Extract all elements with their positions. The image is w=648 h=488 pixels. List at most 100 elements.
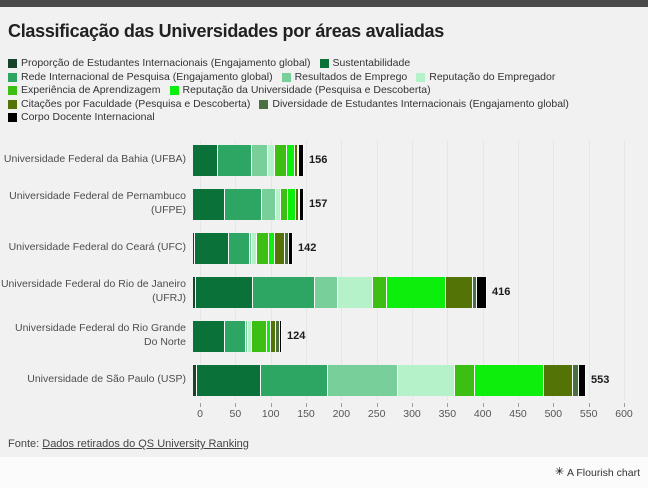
flourish-logo-icon: ✳ bbox=[554, 466, 565, 478]
bar-segment[interactable] bbox=[253, 276, 315, 308]
flourish-attribution-link[interactable]: ✳ A Flourish chart bbox=[555, 467, 640, 479]
axis-tick-mark bbox=[588, 403, 590, 407]
gridline bbox=[376, 140, 378, 400]
bar-segment[interactable] bbox=[373, 276, 387, 308]
legend: Proporção de Estudantes Internacionais (… bbox=[8, 57, 644, 125]
bar-segment[interactable] bbox=[225, 188, 262, 220]
source-link[interactable]: Dados retirados do QS University Ranking bbox=[42, 438, 249, 450]
bar-segment[interactable] bbox=[261, 364, 328, 396]
axis-tick-label: 100 bbox=[261, 408, 280, 420]
gridline bbox=[412, 140, 413, 400]
axis-tick-label: 150 bbox=[297, 408, 315, 420]
bar-segment[interactable] bbox=[387, 276, 446, 308]
bar-segment[interactable] bbox=[338, 276, 373, 308]
bar-segment[interactable] bbox=[475, 364, 544, 396]
gridline bbox=[306, 140, 307, 400]
bar-segment[interactable] bbox=[275, 144, 287, 176]
bar-segment[interactable] bbox=[275, 232, 285, 264]
bar-segment[interactable] bbox=[296, 188, 299, 220]
bar-segment[interactable] bbox=[573, 364, 579, 396]
bar-segment[interactable] bbox=[300, 188, 304, 220]
legend-swatch-icon bbox=[8, 59, 17, 69]
legend-item[interactable]: Reputação do Empregador bbox=[416, 71, 555, 84]
bar-segment[interactable] bbox=[229, 232, 250, 264]
legend-item[interactable]: Experiência de Aprendizagem bbox=[8, 84, 161, 97]
category-label: Universidade Federal do Ceará (UFC) bbox=[8, 241, 186, 254]
axis-tick-mark bbox=[270, 403, 272, 407]
bar-segment[interactable] bbox=[285, 232, 289, 264]
legend-item-label: Sustentabilidade bbox=[332, 57, 411, 70]
bar-segment[interactable] bbox=[473, 276, 477, 308]
bar-segment[interactable] bbox=[446, 276, 473, 308]
axis-tick-mark bbox=[341, 403, 343, 407]
bar-segment[interactable] bbox=[193, 232, 195, 264]
legend-item[interactable]: Diversidade de Estudantes Internacionais… bbox=[259, 98, 569, 111]
bar-segment[interactable] bbox=[267, 320, 271, 352]
bar-segment[interactable] bbox=[196, 276, 253, 308]
legend-swatch-icon bbox=[319, 59, 329, 69]
legend-item[interactable]: Reputação da Universidade (Pesquisa e De… bbox=[169, 84, 431, 97]
bar-segment[interactable] bbox=[299, 188, 300, 220]
legend-swatch-icon bbox=[169, 86, 179, 96]
bar-segment[interactable] bbox=[246, 320, 248, 352]
bar-segment[interactable] bbox=[276, 188, 281, 220]
bar-segment[interactable] bbox=[268, 144, 275, 176]
legend-item[interactable]: Resultados de Emprego bbox=[281, 71, 407, 84]
chart-row: Universidade Federal do Rio Grande Do No… bbox=[0, 314, 648, 358]
legend-item[interactable]: Citações por Faculdade (Pesquisa e Desco… bbox=[8, 98, 250, 111]
bar-segment[interactable] bbox=[218, 144, 252, 176]
bar-segment[interactable] bbox=[257, 232, 269, 264]
legend-swatch-icon bbox=[8, 72, 17, 82]
legend-swatch-icon bbox=[8, 86, 17, 96]
bar-segment[interactable] bbox=[250, 232, 252, 264]
bar-segment[interactable] bbox=[328, 364, 398, 396]
gridline bbox=[235, 140, 237, 400]
bar-segment[interactable] bbox=[579, 364, 586, 396]
bar-segment[interactable] bbox=[289, 232, 293, 264]
bar-segment[interactable] bbox=[315, 276, 338, 308]
category-label: Universidade Federal do Rio Grande Do No… bbox=[14, 322, 186, 348]
bar-segment[interactable] bbox=[276, 320, 280, 352]
chart-row: Universidade Federal de Pernambuco (UFPE… bbox=[0, 182, 648, 226]
bar-segment[interactable] bbox=[197, 364, 261, 396]
bar-segment[interactable] bbox=[252, 232, 257, 264]
bar-segment[interactable] bbox=[193, 276, 196, 308]
bar-segment[interactable] bbox=[295, 144, 298, 176]
bar-segment[interactable] bbox=[299, 144, 304, 176]
stacked-bar: 156 bbox=[193, 144, 648, 176]
bar-segment[interactable] bbox=[298, 144, 299, 176]
bar-segment[interactable] bbox=[477, 276, 487, 308]
bar-segment[interactable] bbox=[288, 188, 296, 220]
bar-segment[interactable] bbox=[248, 320, 252, 352]
bar-segment[interactable] bbox=[195, 232, 229, 264]
bar-segment[interactable] bbox=[193, 320, 225, 352]
bar-segment[interactable] bbox=[193, 144, 218, 176]
legend-item[interactable]: Corpo Docente Internacional bbox=[8, 111, 155, 124]
bar-segment[interactable] bbox=[280, 320, 282, 352]
legend-item[interactable]: Rede Internacional de Pesquisa (Engajame… bbox=[8, 71, 273, 84]
bar-segment[interactable] bbox=[544, 364, 573, 396]
bar-segment[interactable] bbox=[281, 188, 288, 220]
legend-item-label: Reputação da Universidade (Pesquisa e De… bbox=[182, 84, 431, 97]
stacked-bar: 124 bbox=[193, 320, 648, 352]
axis-tick-mark bbox=[482, 403, 484, 407]
bar-segment[interactable] bbox=[455, 364, 475, 396]
axis-tick-label: 500 bbox=[544, 408, 563, 420]
axis-tick-mark bbox=[412, 403, 413, 407]
bar-segment[interactable] bbox=[252, 320, 267, 352]
bar-segment[interactable] bbox=[262, 188, 276, 220]
bar-segment[interactable] bbox=[398, 364, 455, 396]
bar-segment[interactable] bbox=[269, 232, 275, 264]
legend-item[interactable]: Sustentabilidade bbox=[319, 57, 411, 70]
legend-item[interactable]: Proporção de Estudantes Internacionais (… bbox=[8, 57, 311, 70]
chart-row: Universidade Federal do Rio de Janeiro (… bbox=[0, 270, 648, 314]
legend-item-label: Experiência de Aprendizagem bbox=[21, 84, 161, 97]
bar-segment[interactable] bbox=[271, 320, 276, 352]
bar-segment[interactable] bbox=[252, 144, 268, 176]
bar-segment[interactable] bbox=[193, 188, 225, 220]
bar-segment[interactable] bbox=[287, 144, 295, 176]
bar-segment[interactable] bbox=[193, 364, 197, 396]
bar-segment[interactable] bbox=[225, 320, 246, 352]
source-note: Fonte: Dados retirados do QS University … bbox=[8, 438, 249, 450]
x-axis: 0 50 100 150 200 250 300 350 400 450 500 550 600 bbox=[0, 403, 648, 427]
